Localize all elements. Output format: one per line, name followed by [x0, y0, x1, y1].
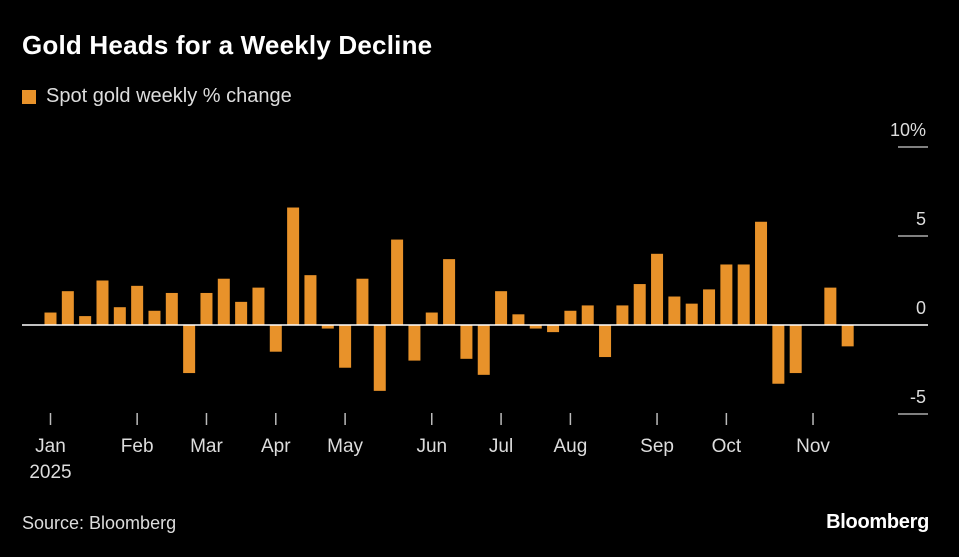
bar — [703, 289, 716, 325]
bar — [616, 305, 629, 325]
x-tick-label: Jun — [416, 436, 447, 457]
x-tick-label: Aug — [553, 436, 587, 457]
y-tick-label: 10% — [890, 120, 926, 140]
bar — [824, 287, 837, 325]
bar — [755, 221, 768, 325]
bar — [200, 292, 213, 325]
x-tick-label: May — [327, 436, 363, 457]
bar — [44, 312, 57, 325]
bar — [235, 301, 248, 325]
bar — [720, 264, 733, 325]
bar — [651, 253, 664, 325]
bar — [61, 291, 74, 325]
legend-swatch — [22, 89, 36, 104]
bar — [79, 316, 92, 325]
bar — [477, 325, 490, 375]
bar — [339, 325, 352, 368]
bar — [633, 284, 646, 325]
x-tick-sublabel: 2025 — [29, 462, 71, 483]
bar — [599, 325, 612, 358]
bar — [356, 278, 369, 325]
bar — [113, 307, 126, 325]
bar — [96, 280, 109, 325]
bar — [789, 325, 802, 374]
bar — [460, 325, 473, 359]
bar — [737, 264, 750, 325]
bar — [269, 325, 282, 352]
bar — [287, 207, 300, 325]
x-tick-label: Jan — [35, 436, 66, 457]
bloomberg-logo: Bloomberg — [826, 511, 929, 533]
y-tick-label: -5 — [910, 387, 926, 407]
x-tick-label: Feb — [121, 436, 154, 457]
bar — [408, 325, 421, 361]
bar — [529, 325, 542, 329]
x-tick-label: Apr — [261, 436, 291, 457]
bar — [841, 325, 854, 347]
bar — [512, 314, 525, 325]
x-tick-label: Oct — [712, 436, 742, 457]
bar — [581, 305, 594, 325]
bar — [252, 287, 265, 325]
bar — [217, 278, 230, 325]
bar — [148, 310, 161, 325]
y-tick-label: 5 — [916, 209, 926, 229]
bar — [304, 275, 317, 325]
bar — [547, 325, 560, 333]
bar — [373, 325, 386, 391]
chart-title: Gold Heads for a Weekly Decline — [22, 30, 433, 60]
x-tick-label: Nov — [796, 436, 830, 457]
y-tick-label: 0 — [916, 298, 926, 318]
bar — [564, 310, 577, 325]
bar — [495, 291, 508, 325]
bar — [183, 325, 196, 374]
bar — [425, 312, 438, 325]
bar — [165, 292, 178, 325]
source-note: Source: Bloomberg — [22, 513, 177, 533]
legend-label: Spot gold weekly % change — [46, 85, 292, 107]
x-tick-label: Sep — [640, 436, 674, 457]
legend: Spot gold weekly % change — [22, 85, 292, 108]
bar — [685, 303, 698, 325]
x-tick-label: Jul — [489, 436, 513, 457]
bar — [443, 259, 456, 325]
bar — [321, 325, 334, 329]
bar — [772, 325, 785, 384]
bar — [131, 285, 144, 325]
bar — [391, 239, 404, 325]
bar — [668, 296, 681, 325]
x-tick-label: Mar — [190, 436, 223, 457]
